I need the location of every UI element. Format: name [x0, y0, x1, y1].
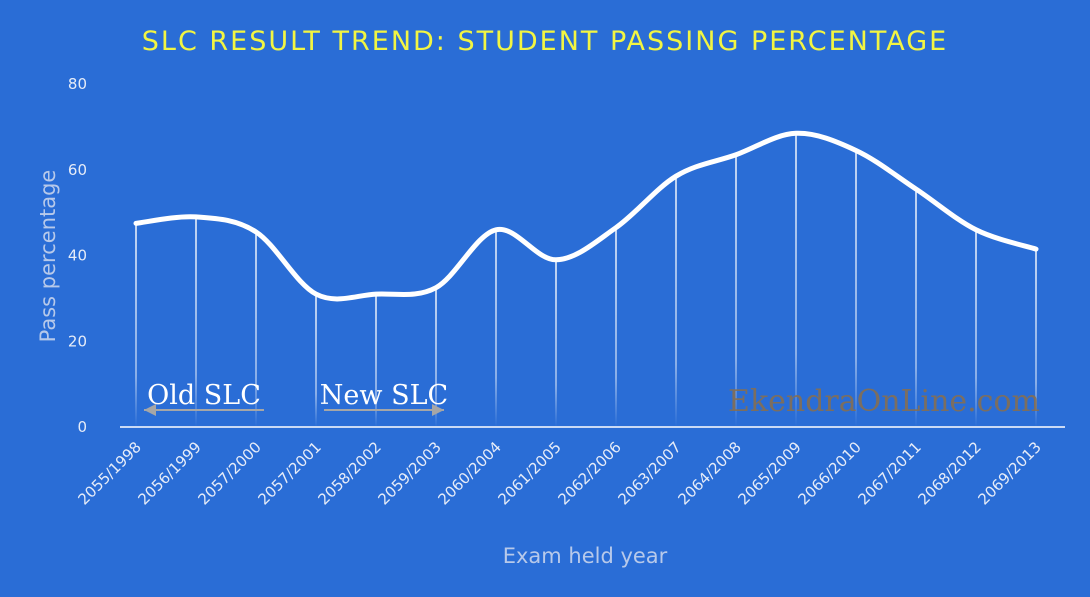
x-tick-label: 2055/1998	[75, 438, 145, 508]
drop-line	[735, 154, 737, 427]
drop-line	[615, 227, 617, 427]
series-line	[133, 130, 1039, 302]
drop-line	[135, 223, 137, 427]
x-tick-label: 2068/2012	[915, 438, 985, 508]
x-tick-label: 2067/2011	[855, 438, 925, 508]
x-tick-label: 2066/2010	[795, 438, 865, 508]
x-tick-label: 2062/2006	[555, 438, 625, 508]
chart-title: SLC RESULT TREND: STUDENT PASSING PERCEN…	[142, 26, 948, 57]
drop-line	[495, 229, 497, 427]
x-tick-label: 2065/2009	[735, 438, 805, 508]
annotation-old: Old SLC	[144, 380, 264, 416]
x-tick-label: 2069/2013	[975, 438, 1045, 508]
x-tick-label: 2059/2003	[375, 438, 445, 508]
drop-line	[675, 176, 677, 427]
y-tick-label: 60	[68, 161, 87, 179]
x-tick-label: 2058/2002	[315, 438, 385, 508]
drop-line	[795, 133, 797, 427]
drop-line	[315, 294, 317, 427]
drop-line	[915, 189, 917, 427]
drop-line	[255, 231, 257, 427]
drop-line	[975, 229, 977, 427]
drop-line	[195, 216, 197, 427]
annotation-arrow-head	[144, 404, 156, 416]
y-tick-label: 0	[77, 418, 87, 436]
x-tick-label: 2057/2000	[195, 438, 265, 508]
drop-line	[375, 294, 377, 427]
y-tick-label: 80	[68, 75, 87, 93]
drop-line	[435, 287, 437, 427]
watermark: EkendraOnLine.com	[728, 384, 1040, 419]
x-axis-label: Exam held year	[503, 544, 668, 568]
annotation-label: New SLC	[320, 380, 448, 411]
y-tick-label: 20	[68, 332, 87, 350]
y-tick-label: 40	[68, 247, 87, 265]
x-tick-label: 2061/2005	[495, 438, 565, 508]
x-axis-ticks: 2055/19982056/19992057/20002057/20012058…	[75, 438, 1045, 508]
annotation-arrow-head	[432, 404, 444, 416]
x-tick-label: 2064/2008	[675, 438, 745, 508]
annotation-new: New SLC	[320, 380, 448, 416]
drop-line	[855, 150, 857, 428]
y-axis-label: Pass percentage	[36, 170, 60, 343]
drop-line	[555, 259, 557, 427]
annotation-label: Old SLC	[147, 380, 261, 411]
drop-line	[1035, 249, 1037, 427]
x-tick-label: 2063/2007	[615, 438, 685, 508]
drop-lines	[135, 133, 1037, 428]
annotations: Old SLC New SLC	[144, 380, 448, 416]
x-tick-label: 2056/1999	[135, 438, 205, 508]
x-tick-label: 2057/2001	[255, 438, 325, 508]
x-tick-label: 2060/2004	[435, 438, 505, 508]
y-axis-ticks: 0 20 40 60 80	[68, 75, 87, 436]
